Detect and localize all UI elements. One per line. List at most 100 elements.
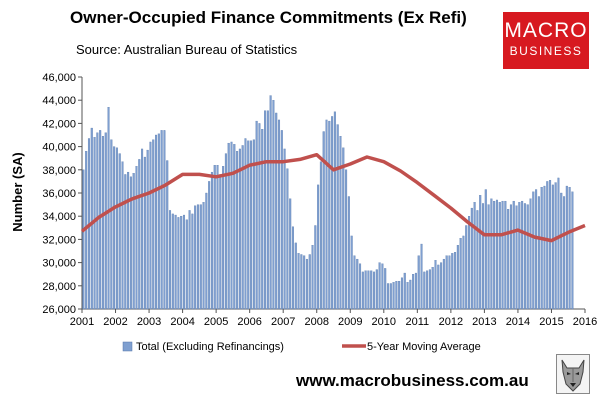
bar	[101, 136, 104, 310]
bar	[493, 200, 496, 310]
y-tick-label: 30,000	[42, 258, 76, 270]
bar	[294, 242, 297, 310]
bar	[442, 258, 445, 310]
bar	[185, 219, 188, 310]
bar	[255, 120, 258, 310]
legend: Total (Excluding Refinancings) 5-Year Mov…	[122, 341, 481, 353]
bar	[224, 153, 227, 310]
y-tick-label: 46,000	[42, 72, 76, 84]
bar	[213, 165, 216, 310]
bar	[551, 184, 554, 310]
bar	[406, 282, 409, 310]
bar	[82, 169, 85, 310]
bar	[549, 180, 552, 310]
bar	[420, 243, 423, 310]
chart-source: Source: Australian Bureau of Statistics	[76, 42, 298, 57]
bar	[339, 136, 342, 310]
bar	[143, 156, 146, 310]
bar	[208, 181, 211, 310]
bar	[557, 177, 560, 310]
bar	[504, 200, 507, 310]
bar	[291, 226, 294, 310]
bar	[526, 204, 529, 310]
bar	[428, 269, 431, 310]
legend-label-line: 5-Year Moving Average	[367, 341, 481, 353]
x-tick-label: 2008	[304, 316, 328, 328]
bar	[258, 123, 261, 310]
bar	[160, 130, 163, 310]
bar	[166, 160, 169, 310]
y-tick-label: 40,000	[42, 142, 76, 154]
bar	[233, 144, 236, 310]
bar	[227, 142, 230, 310]
bar	[305, 258, 308, 310]
moving-average-series	[80, 152, 586, 243]
y-tick-label: 28,000	[42, 281, 76, 293]
bar	[353, 255, 356, 310]
x-tick-label: 2012	[439, 316, 463, 328]
bar	[417, 255, 420, 310]
bar	[440, 262, 443, 310]
bar	[476, 210, 479, 310]
bar	[129, 176, 132, 310]
y-tick-label: 32,000	[42, 234, 76, 246]
bar	[269, 95, 272, 310]
bar	[317, 184, 320, 310]
bar	[191, 213, 194, 310]
bar	[473, 202, 476, 310]
bar	[277, 119, 281, 310]
bar	[426, 270, 429, 310]
bar	[219, 174, 222, 310]
x-tick-label: 2016	[573, 316, 597, 328]
bar	[236, 151, 239, 310]
bar	[378, 262, 381, 310]
bar	[398, 281, 401, 310]
bar	[314, 225, 317, 310]
bar	[163, 130, 166, 310]
x-tick-label: 2005	[204, 316, 228, 328]
bar	[400, 277, 403, 310]
bar	[535, 189, 538, 310]
legend-label-bars: Total (Excluding Refinancings)	[136, 341, 284, 353]
bar	[90, 127, 93, 310]
bar	[199, 204, 202, 310]
bar	[308, 254, 311, 310]
bar	[283, 148, 286, 310]
bar	[138, 159, 141, 310]
chart: 26,000 28,000 30,000 32,000 34,000 36,000 38,0…	[10, 72, 597, 353]
bar	[395, 281, 398, 310]
bar	[110, 139, 113, 310]
logo-line-2: BUSINESS	[509, 44, 583, 58]
bar	[347, 196, 350, 310]
bar	[431, 267, 434, 310]
bar	[182, 214, 186, 310]
website-url[interactable]: www.macrobusiness.com.au	[296, 371, 529, 390]
macro-business-logo[interactable]: MACRO BUSINESS	[503, 12, 589, 69]
bar	[216, 165, 219, 310]
bar	[364, 270, 367, 310]
bar	[484, 189, 487, 310]
bar	[331, 116, 334, 310]
bar	[386, 283, 390, 310]
bar	[149, 141, 152, 310]
bar	[560, 192, 563, 310]
bar	[403, 272, 406, 310]
x-tick-label: 2010	[372, 316, 396, 328]
bar	[222, 166, 225, 310]
bar	[468, 216, 471, 310]
bar	[487, 204, 490, 310]
wolf-head-icon	[556, 354, 590, 394]
bar	[412, 274, 415, 310]
bar	[325, 119, 328, 310]
y-tick-label: 42,000	[42, 118, 76, 130]
bar	[515, 205, 518, 310]
bar	[303, 255, 306, 310]
bar	[423, 271, 426, 310]
y-axis: 26,000 28,000 30,000 32,000 34,000 36,000 38,0…	[42, 72, 83, 316]
x-tick-label: 2007	[271, 316, 295, 328]
x-tick-label: 2001	[70, 316, 94, 328]
bar	[157, 133, 160, 310]
bar	[169, 210, 172, 310]
bar	[127, 171, 130, 310]
bar	[99, 130, 102, 310]
